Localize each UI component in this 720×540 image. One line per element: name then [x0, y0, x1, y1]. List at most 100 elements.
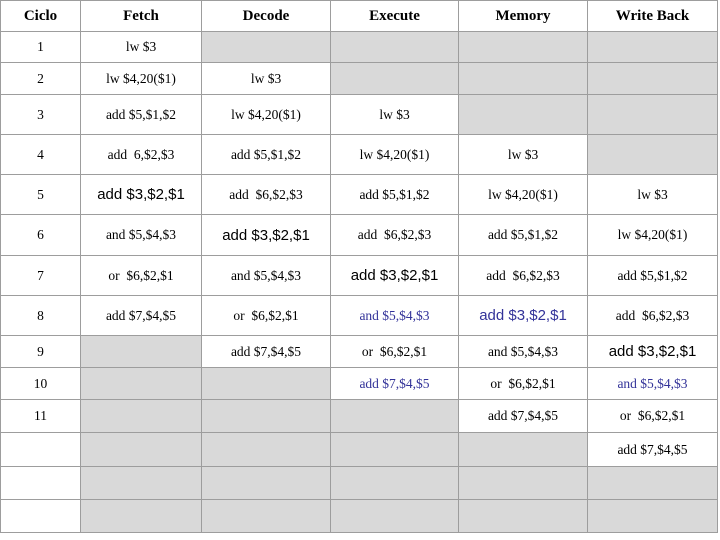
pipeline-cell	[80, 335, 202, 368]
cycle-cell: 3	[0, 94, 81, 135]
cycle-cell: 5	[0, 174, 81, 215]
pipeline-cell	[587, 466, 718, 500]
table-row: 2 lw $4,20($1) lw $3	[0, 62, 718, 95]
pipeline-cell: and $5,$4,$3	[330, 295, 459, 336]
table-row: 6 and $5,$4,$3 add $3,$2,$1 add $6,$2,$3 add…	[0, 214, 718, 256]
pipeline-cell: lw $3	[330, 94, 459, 135]
table-row: 1 lw $3	[0, 31, 718, 63]
pipeline-cell	[587, 94, 718, 135]
pipeline-cell	[458, 31, 588, 63]
cycle-cell: 10	[0, 367, 81, 400]
pipeline-cell	[330, 466, 459, 500]
pipeline-cell: add $5,$1,$2	[80, 94, 202, 135]
column-header-fetch: Fetch	[80, 0, 202, 32]
cycle-cell: 7	[0, 255, 81, 296]
pipeline-cell: lw $3	[201, 62, 331, 95]
pipeline-cell	[587, 62, 718, 95]
pipeline-cell	[80, 499, 202, 533]
pipeline-cell	[458, 499, 588, 533]
cycle-cell: 11	[0, 399, 81, 433]
pipeline-cell	[80, 367, 202, 400]
header-row: Ciclo Fetch Decode Execute Memory Write Back	[0, 0, 718, 32]
table-row: 7 or $6,$2,$1 and $5,$4,$3 add $3,$2,$1 add …	[0, 255, 718, 296]
column-header-memory: Memory	[458, 0, 588, 32]
pipeline-cell	[201, 31, 331, 63]
column-header-write-back: Write Back	[587, 0, 718, 32]
pipeline-cell	[330, 31, 459, 63]
pipeline-cell: add $7,$4,$5	[330, 367, 459, 400]
cycle-cell: 6	[0, 214, 81, 256]
pipeline-cell: add $3,$2,$1	[330, 255, 459, 296]
pipeline-cell	[587, 134, 718, 175]
pipeline-cell: add $3,$2,$1	[587, 335, 718, 368]
pipeline-cell: or $6,$2,$1	[587, 399, 718, 433]
pipeline-cell: add $6,$2,$3	[587, 295, 718, 336]
table-row: 9 add $7,$4,$5 or $6,$2,$1 and $5,$4,$3 add …	[0, 335, 718, 368]
cycle-cell: 9	[0, 335, 81, 368]
pipeline-cell: or $6,$2,$1	[330, 335, 459, 368]
pipeline-cell	[587, 31, 718, 63]
pipeline-cell: lw $3	[587, 174, 718, 215]
pipeline-cell: lw $4,20($1)	[80, 62, 202, 95]
column-header-ciclo: Ciclo	[0, 0, 81, 32]
table-row: 8 add $7,$4,$5 or $6,$2,$1 and $5,$4,$3 add …	[0, 295, 718, 336]
pipeline-cell: add 6,$2,$3	[80, 134, 202, 175]
cycle-cell	[0, 499, 81, 533]
pipeline-cell: or $6,$2,$1	[458, 367, 588, 400]
table-row: add $7,$4,$5	[0, 432, 718, 467]
column-header-decode: Decode	[201, 0, 331, 32]
pipeline-cell: and $5,$4,$3	[587, 367, 718, 400]
pipeline-cell: add $7,$4,$5	[201, 335, 331, 368]
pipeline-cell: add $7,$4,$5	[80, 295, 202, 336]
pipeline-cell: lw $3	[80, 31, 202, 63]
pipeline-cell: and $5,$4,$3	[458, 335, 588, 368]
pipeline-cell: and $5,$4,$3	[201, 255, 331, 296]
cycle-cell	[0, 432, 81, 467]
pipeline-cell	[458, 94, 588, 135]
pipeline-cell: lw $4,20($1)	[458, 174, 588, 215]
table-row: 10 add $7,$4,$5 or $6,$2,$1 and $5,$4,$3	[0, 367, 718, 400]
pipeline-cell: add $7,$4,$5	[587, 432, 718, 467]
pipeline-cell	[201, 432, 331, 467]
pipeline-cell: add $5,$1,$2	[330, 174, 459, 215]
table-row: 5 add $3,$2,$1 add $6,$2,$3 add $5,$1,$2 lw …	[0, 174, 718, 215]
column-header-execute: Execute	[330, 0, 459, 32]
pipeline-cell: or $6,$2,$1	[201, 295, 331, 336]
pipeline-cell	[458, 466, 588, 500]
pipeline-cell: add $5,$1,$2	[587, 255, 718, 296]
pipeline-cell: add $5,$1,$2	[201, 134, 331, 175]
pipeline-cell: add $6,$2,$3	[458, 255, 588, 296]
pipeline-cell: add $7,$4,$5	[458, 399, 588, 433]
pipeline-cell: lw $4,20($1)	[587, 214, 718, 256]
pipeline-cell: and $5,$4,$3	[80, 214, 202, 256]
pipeline-cell	[330, 432, 459, 467]
table-row	[0, 466, 718, 500]
cycle-cell: 4	[0, 134, 81, 175]
pipeline-cell	[458, 62, 588, 95]
table-row: 4 add 6,$2,$3 add $5,$1,$2 lw $4,20($1) lw $…	[0, 134, 718, 175]
table-row: 11 add $7,$4,$5 or $6,$2,$1	[0, 399, 718, 433]
pipeline-cell	[80, 432, 202, 467]
pipeline-cell: add $6,$2,$3	[201, 174, 331, 215]
pipeline-cell	[201, 367, 331, 400]
pipeline-cell	[587, 499, 718, 533]
pipeline-cell	[201, 499, 331, 533]
pipeline-cell	[458, 432, 588, 467]
pipeline-cell: add $6,$2,$3	[330, 214, 459, 256]
pipeline-cell	[201, 399, 331, 433]
pipeline-cell: lw $4,20($1)	[330, 134, 459, 175]
pipeline-cell: lw $3	[458, 134, 588, 175]
pipeline-cell: or $6,$2,$1	[80, 255, 202, 296]
cycle-cell: 2	[0, 62, 81, 95]
cycle-cell	[0, 466, 81, 500]
pipeline-cell	[80, 466, 202, 500]
table-row: 3 add $5,$1,$2 lw $4,20($1) lw $3	[0, 94, 718, 135]
table-row	[0, 499, 718, 533]
cycle-cell: 1	[0, 31, 81, 63]
pipeline-cell: lw $4,20($1)	[201, 94, 331, 135]
pipeline-cell	[201, 466, 331, 500]
pipeline-cell	[330, 399, 459, 433]
pipeline-cell: add $3,$2,$1	[80, 174, 202, 215]
pipeline-cell: add $3,$2,$1	[458, 295, 588, 336]
